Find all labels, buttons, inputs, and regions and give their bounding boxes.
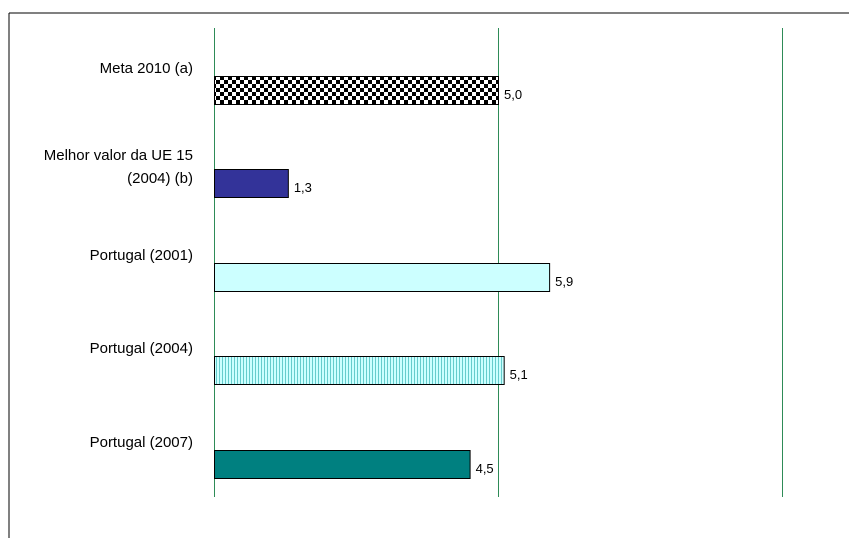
category-label-0: Meta 2010 (a) [100,60,193,77]
bar-3 [214,356,505,385]
category-label-2: Portugal (2001) [90,247,193,264]
value-label-1: 1,3 [294,180,312,195]
bar-4 [214,450,471,479]
value-label-2: 5,9 [555,274,573,289]
category-label-4: Portugal (2007) [90,434,193,451]
gridlines [214,28,783,497]
labels: 5,0 Meta 2010 (a) 1,3 Melhor valor da UE 15… [44,60,573,476]
value-label-0: 5,0 [504,87,522,102]
category-label-1-line-1: (2004) (b) [127,170,193,187]
category-label-1-line-0: Melhor valor da UE 15 [44,147,193,164]
bar-1 [214,169,289,198]
category-label-3: Portugal (2004) [90,340,193,357]
bar-0 [214,76,499,105]
value-label-4: 4,5 [476,461,494,476]
value-label-3: 5,1 [510,367,528,382]
bar-2 [214,263,551,292]
bars [214,76,551,479]
